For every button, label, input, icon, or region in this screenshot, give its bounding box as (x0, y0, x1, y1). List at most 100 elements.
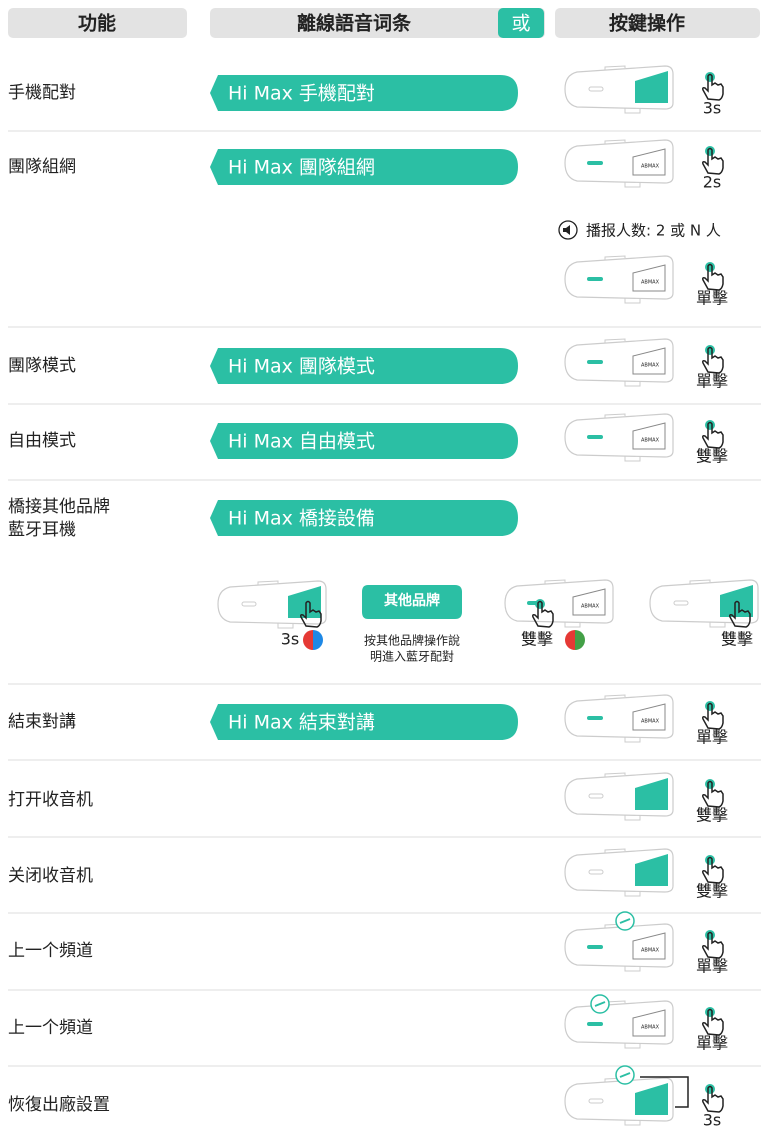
action-label: 3s (703, 1111, 722, 1130)
device-slot (588, 1098, 604, 1104)
device-tab (604, 848, 641, 897)
minus-sign (594, 1001, 606, 1007)
device-tab (604, 338, 641, 387)
touch-dot (705, 72, 715, 82)
led-red (313, 630, 323, 650)
function-label: 恢復出廠設置 (8, 1094, 110, 1115)
device-led (587, 716, 603, 720)
device-tab (604, 413, 641, 462)
hand-icon (702, 780, 724, 808)
voice-pill (210, 704, 518, 740)
voice-command: Hi Max 團隊組網 (228, 157, 375, 179)
hand-icon (532, 600, 554, 628)
function-label: 上一个頻道 (8, 1018, 93, 1038)
device-logo-plate (632, 932, 666, 960)
action-label: 雙擊 (696, 806, 728, 825)
device-slot (588, 869, 604, 875)
function-label: 手機配對 (8, 83, 76, 103)
function-label: 上一个頻道 (8, 941, 93, 961)
step-label: 雙擊 (721, 630, 753, 649)
touch-dot (732, 599, 742, 609)
hand-icon (702, 73, 724, 101)
hand-icon (702, 702, 724, 730)
device-logo-plate (632, 422, 666, 450)
touch-dot (705, 930, 715, 940)
function-label: 自由模式 (8, 431, 76, 451)
touch-dot (705, 1084, 715, 1094)
device-button (635, 854, 668, 886)
action-label: 雙擊 (696, 447, 728, 466)
minus-sign (619, 1072, 631, 1078)
device-logo-plate (632, 148, 666, 176)
device-tab (604, 65, 641, 114)
hand-icon (702, 147, 724, 175)
minus-sign (619, 918, 631, 924)
other-brand-label: 其他品牌 (384, 592, 440, 609)
action-label: 單擊 (696, 957, 728, 976)
hand-icon (702, 263, 724, 291)
header-bar (8, 8, 187, 38)
device-logo: ABMAX (641, 363, 660, 369)
device-button (635, 71, 668, 103)
hand-icon (300, 600, 322, 628)
device-tab (604, 255, 641, 304)
step-note: 按其他品牌操作說 (364, 633, 460, 648)
touch-dot (705, 262, 715, 272)
voice-command: Hi Max 團隊模式 (228, 356, 375, 378)
header-bar (210, 8, 545, 38)
touch-dot (705, 420, 715, 430)
hand-icon (702, 1008, 724, 1036)
action-label: 2s (703, 173, 722, 192)
speaker-glyph (563, 225, 570, 235)
connector (640, 1076, 689, 1108)
action-label: 單擊 (696, 728, 728, 747)
device-slot (588, 86, 604, 92)
voice-command: Hi Max 橋接設備 (228, 508, 375, 530)
voice-command: Hi Max 手機配對 (228, 83, 375, 105)
device-led (587, 277, 603, 281)
function-label: 藍牙耳機 (8, 520, 76, 540)
device-button (635, 1083, 668, 1115)
device-logo-plate (632, 347, 666, 375)
hand-icon (702, 856, 724, 884)
step-label: 雙擊 (521, 630, 553, 649)
function-label: 打开收音机 (8, 790, 93, 810)
step-label: 3s (281, 630, 300, 649)
action-label: 3s (703, 99, 722, 118)
step-note: 明進入藍牙配對 (370, 650, 454, 664)
touch-dot (705, 701, 715, 711)
touch-dot (705, 855, 715, 865)
action-label: 單擊 (696, 1034, 728, 1053)
device-tab (604, 694, 641, 743)
touch-dot (303, 599, 313, 609)
device-slot (241, 601, 257, 607)
voice-command: Hi Max 結束對講 (228, 712, 375, 734)
device-logo-plate (632, 1009, 666, 1037)
other-brand-device (362, 585, 462, 619)
device-logo: ABMAX (581, 604, 600, 610)
header-text: 或 (511, 13, 530, 35)
device-tab (689, 579, 726, 628)
device-tab (604, 772, 641, 821)
action-label: 單擊 (696, 372, 728, 391)
touch-dot (705, 146, 715, 156)
device-slot (588, 793, 604, 799)
voice-pill (210, 75, 518, 111)
device-led (587, 945, 603, 949)
hand-icon (702, 346, 724, 374)
device-logo: ABMAX (641, 1025, 660, 1031)
header-bar (555, 8, 760, 38)
function-label: 結束對講 (8, 712, 76, 732)
device-logo-plate (572, 588, 606, 616)
led-blue (303, 630, 313, 650)
voice-pill (210, 500, 518, 536)
device-led (587, 1022, 603, 1026)
hand-icon (702, 1085, 724, 1113)
device-slot (673, 600, 689, 606)
action-label: 單擊 (696, 289, 728, 308)
device-logo-plate (632, 703, 666, 731)
device-button (635, 778, 668, 810)
device-tab (257, 580, 294, 629)
voice-command: Hi Max 自由模式 (228, 431, 375, 453)
broadcast-note: 播报人数: 2 或 N 人 (586, 222, 721, 240)
